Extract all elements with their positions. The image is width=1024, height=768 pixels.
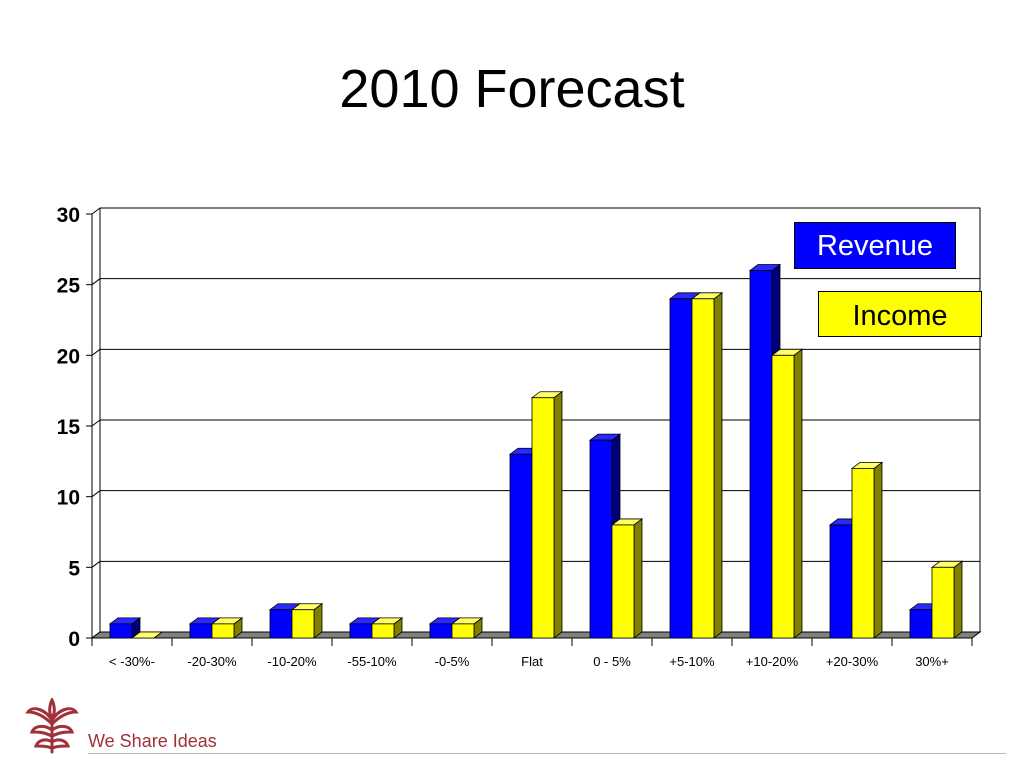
y-tick-label: 5 (68, 557, 80, 580)
bar-income (211, 623, 235, 639)
legend-income: Income (818, 291, 982, 337)
x-tick-label: -55-10% (347, 654, 397, 669)
flower-logo-icon (25, 698, 79, 754)
y-tick-label: 20 (57, 345, 80, 368)
gridline-side (91, 490, 101, 498)
legend-revenue: Revenue (794, 222, 956, 269)
bar-side-income (553, 390, 563, 639)
bar-side-income (713, 291, 723, 639)
y-tick-label: 10 (57, 487, 80, 510)
x-tick-label: < -30%- (109, 654, 155, 669)
footer-tagline: We Share Ideas (88, 731, 217, 751)
bar-income (451, 623, 475, 639)
x-tick-label: +5-10% (669, 654, 715, 669)
gridline-side (91, 560, 101, 568)
bar-income (931, 566, 955, 639)
y-tick-label: 15 (57, 416, 81, 439)
y-tick-label: 30 (57, 204, 80, 227)
bar-income (771, 354, 795, 639)
x-tick-label: -20-30% (187, 654, 237, 669)
x-tick-label: -0-5% (435, 654, 470, 669)
bar-income (531, 397, 555, 639)
bar-income (291, 609, 315, 639)
x-tick-label: +10-20% (746, 654, 799, 669)
bar-side-income (873, 461, 883, 639)
x-tick-label: Flat (521, 654, 543, 669)
slide-title: 2010 Forecast (339, 59, 685, 119)
bar-side-income (633, 518, 643, 639)
y-tick-label: 25 (57, 275, 81, 298)
bar-side-income (953, 560, 963, 639)
bar-revenue (429, 623, 453, 639)
bar-revenue (189, 623, 213, 639)
bar-income (611, 524, 635, 639)
x-tick-label: -10-20% (267, 654, 317, 669)
bar-side-income (793, 348, 803, 639)
footer-divider (88, 753, 1006, 754)
bar-revenue (829, 524, 853, 639)
y-tick-label: 0 (68, 628, 80, 651)
bar-income (371, 623, 395, 639)
bar-top-income (130, 631, 164, 639)
x-tick-label: 30%+ (915, 654, 949, 669)
bar-income (691, 298, 715, 639)
gridline-side (91, 348, 101, 356)
gridline-side (91, 278, 101, 286)
bar-revenue (669, 298, 693, 639)
bar-revenue (749, 270, 773, 639)
bar-income (851, 467, 875, 639)
bar-chart: 0 5 10 15 20 25 30 < -30%- -20-30% -10-20% -55-10%… (57, 204, 982, 669)
gridline-side (91, 419, 101, 427)
x-tick-label: 0 - 5% (593, 654, 631, 669)
bar-revenue (109, 623, 133, 639)
x-tick-label: +20-30% (826, 654, 879, 669)
gridline-side (91, 207, 101, 215)
bar-revenue (349, 623, 373, 639)
bar-revenue (269, 609, 293, 639)
bar-revenue (589, 439, 613, 639)
bar-revenue (509, 453, 533, 639)
bar-revenue (909, 609, 933, 639)
